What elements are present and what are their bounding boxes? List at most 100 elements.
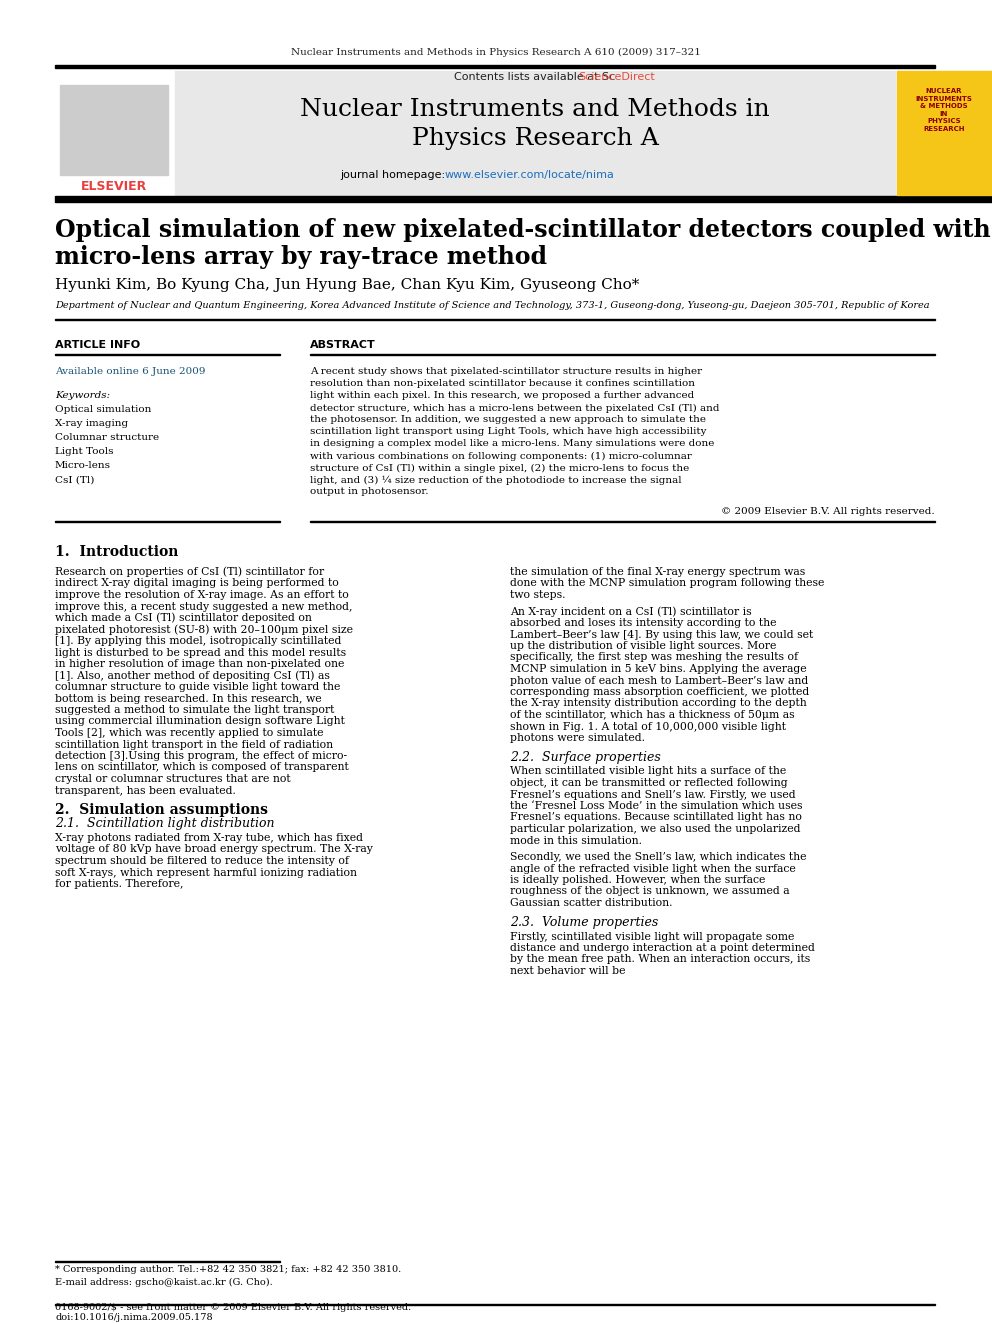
Text: Firstly, scintillated visible light will propagate some: Firstly, scintillated visible light will… (510, 931, 795, 942)
Text: mode in this simulation.: mode in this simulation. (510, 836, 642, 845)
Text: Columnar structure: Columnar structure (55, 434, 159, 442)
Text: in higher resolution of image than non-pixelated one: in higher resolution of image than non-p… (55, 659, 344, 669)
Text: columnar structure to guide visible light toward the: columnar structure to guide visible ligh… (55, 681, 340, 692)
Text: CsI (Tl): CsI (Tl) (55, 475, 94, 484)
Text: of the scintillator, which has a thickness of 50μm as: of the scintillator, which has a thickne… (510, 710, 795, 720)
Bar (60, 85, 168, 175)
Text: Keywords:: Keywords: (55, 390, 110, 400)
Text: light is disturbed to be spread and this model results: light is disturbed to be spread and this… (55, 647, 346, 658)
Text: by the mean free path. When an interaction occurs, its: by the mean free path. When an interacti… (510, 954, 810, 964)
Text: next behavior will be: next behavior will be (510, 966, 626, 976)
Text: lens on scintillator, which is composed of transparent: lens on scintillator, which is composed … (55, 762, 349, 773)
Text: done with the MCNP simulation program following these: done with the MCNP simulation program fo… (510, 578, 824, 589)
Text: Physics Research A: Physics Research A (412, 127, 659, 149)
Bar (55, 196, 992, 202)
Text: the simulation of the final X-ray energy spectrum was: the simulation of the final X-ray energy… (510, 568, 806, 577)
Text: particular polarization, we also used the unpolarized: particular polarization, we also used th… (510, 824, 801, 833)
Text: journal homepage:: journal homepage: (340, 169, 448, 180)
Text: A recent study shows that pixelated-scintillator structure results in higher: A recent study shows that pixelated-scin… (310, 368, 702, 377)
Text: improve this, a recent study suggested a new method,: improve this, a recent study suggested a… (55, 602, 352, 611)
Text: Hyunki Kim, Bo Kyung Cha, Jun Hyung Bae, Chan Kyu Kim, Gyuseong Cho*: Hyunki Kim, Bo Kyung Cha, Jun Hyung Bae,… (55, 278, 640, 292)
Text: 2.1.  Scintillation light distribution: 2.1. Scintillation light distribution (55, 818, 275, 831)
Text: Research on properties of CsI (Tl) scintillator for: Research on properties of CsI (Tl) scint… (55, 566, 324, 577)
Text: scintillation light transport in the field of radiation: scintillation light transport in the fie… (55, 740, 333, 750)
Text: soft X-rays, which represent harmful ionizing radiation: soft X-rays, which represent harmful ion… (55, 868, 357, 877)
Text: roughness of the object is unknown, we assumed a: roughness of the object is unknown, we a… (510, 886, 790, 897)
Text: using commercial illumination design software Light: using commercial illumination design sof… (55, 717, 345, 726)
Text: the X-ray intensity distribution according to the depth: the X-ray intensity distribution accordi… (510, 699, 806, 709)
Text: up the distribution of visible light sources. More: up the distribution of visible light sou… (510, 642, 777, 651)
Text: www.elsevier.com/locate/nima: www.elsevier.com/locate/nima (445, 169, 615, 180)
Text: scintillation light transport using Light Tools, which have high accessibility: scintillation light transport using Ligh… (310, 427, 706, 437)
Text: indirect X-ray digital imaging is being performed to: indirect X-ray digital imaging is being … (55, 578, 338, 589)
Text: Light Tools: Light Tools (55, 447, 113, 456)
Text: photon value of each mesh to Lambert–Beer’s law and: photon value of each mesh to Lambert–Bee… (510, 676, 808, 685)
Text: An X-ray incident on a CsI (Tl) scintillator is: An X-ray incident on a CsI (Tl) scintill… (510, 606, 752, 617)
Text: © 2009 Elsevier B.V. All rights reserved.: © 2009 Elsevier B.V. All rights reserved… (721, 508, 935, 516)
Text: for patients. Therefore,: for patients. Therefore, (55, 878, 184, 889)
Text: structure of CsI (Tl) within a single pixel, (2) the micro-lens to focus the: structure of CsI (Tl) within a single pi… (310, 463, 689, 472)
Text: voltage of 80 kVp have broad energy spectrum. The X-ray: voltage of 80 kVp have broad energy spec… (55, 844, 373, 855)
Text: Nuclear Instruments and Methods in: Nuclear Instruments and Methods in (301, 98, 770, 122)
Bar (55, 71, 173, 194)
Text: photons were simulated.: photons were simulated. (510, 733, 645, 744)
Text: transparent, has been evaluated.: transparent, has been evaluated. (55, 786, 236, 795)
Text: with various combinations on following components: (1) micro-columnar: with various combinations on following c… (310, 451, 691, 460)
Text: crystal or columnar structures that are not: crystal or columnar structures that are … (55, 774, 291, 785)
Text: improve the resolution of X-ray image. As an effort to: improve the resolution of X-ray image. A… (55, 590, 349, 601)
Text: Available online 6 June 2009: Available online 6 June 2009 (55, 368, 205, 377)
Text: Optical simulation of new pixelated-scintillator detectors coupled with: Optical simulation of new pixelated-scin… (55, 218, 991, 242)
Text: 2.  Simulation assumptions: 2. Simulation assumptions (55, 803, 268, 818)
Text: Secondly, we used the Snell’s law, which indicates the: Secondly, we used the Snell’s law, which… (510, 852, 806, 863)
Text: ABSTRACT: ABSTRACT (310, 340, 376, 351)
Text: Nuclear Instruments and Methods in Physics Research A 610 (2009) 317–321: Nuclear Instruments and Methods in Physi… (291, 48, 701, 57)
Text: the photosensor. In addition, we suggested a new approach to simulate the: the photosensor. In addition, we suggest… (310, 415, 706, 425)
Text: angle of the refracted visible light when the surface: angle of the refracted visible light whe… (510, 864, 796, 873)
Text: When scintillated visible light hits a surface of the: When scintillated visible light hits a s… (510, 766, 787, 777)
Text: Optical simulation: Optical simulation (55, 406, 152, 414)
Text: 0168-9002/$ - see front matter © 2009 Elsevier B.V. All rights reserved.: 0168-9002/$ - see front matter © 2009 El… (55, 1303, 412, 1312)
Bar (897, 71, 992, 194)
Text: [1]. By applying this model, isotropically scintillated: [1]. By applying this model, isotropical… (55, 636, 341, 646)
Text: is ideally polished. However, when the surface: is ideally polished. However, when the s… (510, 875, 766, 885)
Text: 2.2.  Surface properties: 2.2. Surface properties (510, 751, 661, 763)
Text: object, it can be transmitted or reflected following: object, it can be transmitted or reflect… (510, 778, 788, 789)
Text: pixelated photoresist (SU-8) with 20–100μm pixel size: pixelated photoresist (SU-8) with 20–100… (55, 624, 353, 635)
Text: MCNP simulation in 5 keV bins. Applying the average: MCNP simulation in 5 keV bins. Applying … (510, 664, 806, 673)
Text: two steps.: two steps. (510, 590, 565, 601)
Text: spectrum should be filtered to reduce the intensity of: spectrum should be filtered to reduce th… (55, 856, 349, 867)
Text: corresponding mass absorption coefficient, we plotted: corresponding mass absorption coefficien… (510, 687, 809, 697)
Text: distance and undergo interaction at a point determined: distance and undergo interaction at a po… (510, 943, 814, 953)
Text: the ‘Fresnel Loss Mode’ in the simulation which uses: the ‘Fresnel Loss Mode’ in the simulatio… (510, 800, 803, 811)
Text: doi:10.1016/j.nima.2009.05.178: doi:10.1016/j.nima.2009.05.178 (55, 1314, 212, 1323)
Text: ARTICLE INFO: ARTICLE INFO (55, 340, 140, 351)
Text: 2.3.  Volume properties: 2.3. Volume properties (510, 916, 659, 929)
Text: micro-lens array by ray-trace method: micro-lens array by ray-trace method (55, 245, 547, 269)
Text: Lambert–Beer’s law [4]. By using this law, we could set: Lambert–Beer’s law [4]. By using this la… (510, 630, 813, 639)
Text: shown in Fig. 1. A total of 10,000,000 visible light: shown in Fig. 1. A total of 10,000,000 v… (510, 721, 786, 732)
Text: absorbed and loses its intensity according to the: absorbed and loses its intensity accordi… (510, 618, 777, 628)
Text: Fresnel’s equations. Because scintillated light has no: Fresnel’s equations. Because scintillate… (510, 812, 802, 823)
Text: output in photosensor.: output in photosensor. (310, 487, 429, 496)
Text: Department of Nuclear and Quantum Engineering, Korea Advanced Institute of Scien: Department of Nuclear and Quantum Engine… (55, 300, 930, 310)
Text: ScienceDirect: ScienceDirect (578, 71, 656, 82)
Text: bottom is being researched. In this research, we: bottom is being researched. In this rese… (55, 693, 321, 704)
Text: which made a CsI (Tl) scintillator deposited on: which made a CsI (Tl) scintillator depos… (55, 613, 311, 623)
Text: X-ray photons radiated from X-ray tube, which has fixed: X-ray photons radiated from X-ray tube, … (55, 833, 363, 843)
Text: specifically, the first step was meshing the results of: specifically, the first step was meshing… (510, 652, 799, 663)
Text: Gaussian scatter distribution.: Gaussian scatter distribution. (510, 898, 673, 908)
Text: detector structure, which has a micro-lens between the pixelated CsI (Tl) and: detector structure, which has a micro-le… (310, 404, 719, 413)
Text: ELSEVIER: ELSEVIER (81, 180, 147, 193)
Bar (175, 71, 895, 194)
Text: resolution than non-pixelated scintillator because it confines scintillation: resolution than non-pixelated scintillat… (310, 380, 695, 389)
Text: * Corresponding author. Tel.:+82 42 350 3821; fax: +82 42 350 3810.: * Corresponding author. Tel.:+82 42 350 … (55, 1266, 401, 1274)
Text: [1]. Also, another method of depositing CsI (Tl) as: [1]. Also, another method of depositing … (55, 671, 330, 681)
Text: X-ray imaging: X-ray imaging (55, 419, 128, 429)
Text: Tools [2], which was recently applied to simulate: Tools [2], which was recently applied to… (55, 728, 323, 738)
Text: E-mail address: gscho@kaist.ac.kr (G. Cho).: E-mail address: gscho@kaist.ac.kr (G. Ch… (55, 1278, 273, 1286)
Text: light within each pixel. In this research, we proposed a further advanced: light within each pixel. In this researc… (310, 392, 694, 401)
Text: Fresnel’s equations and Snell’s law. Firstly, we used: Fresnel’s equations and Snell’s law. Fir… (510, 790, 796, 799)
Text: in designing a complex model like a micro-lens. Many simulations were done: in designing a complex model like a micr… (310, 439, 714, 448)
Text: suggested a method to simulate the light transport: suggested a method to simulate the light… (55, 705, 334, 714)
Text: Micro-lens: Micro-lens (55, 462, 111, 471)
